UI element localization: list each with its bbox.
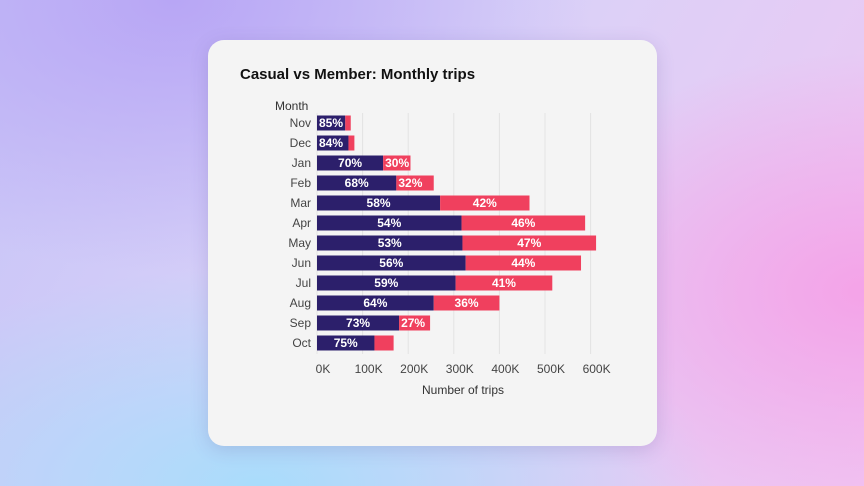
- x-tick-label: 200K: [400, 362, 428, 376]
- x-tick-label: 0K: [316, 362, 331, 376]
- bar-data-label: 70%: [338, 156, 362, 170]
- bar-data-label: 27%: [401, 316, 425, 330]
- bar-segment-member: [317, 335, 375, 351]
- bar-segment-casual: [462, 235, 597, 251]
- bar-data-label: 85%: [319, 116, 343, 130]
- bar-segment-casual: [383, 155, 411, 171]
- bar-segment-casual: [399, 315, 431, 331]
- bar-segment-casual: [396, 175, 434, 191]
- y-tick-label: Feb: [290, 176, 311, 190]
- y-tick-label: Mar: [290, 196, 311, 210]
- bar-segment-casual: [461, 215, 586, 231]
- y-tick-label: Dec: [290, 136, 311, 150]
- y-tick-label: Oct: [292, 336, 311, 350]
- x-tick-label: 100K: [355, 362, 383, 376]
- stacked-bar-chart: 0K 100K 200K 300K 400K 500K 600K Month Number of…: [275, 99, 611, 397]
- y-tick-label: Aug: [290, 296, 311, 310]
- bar-segment-member: [317, 135, 349, 151]
- y-tick-label: Sep: [290, 316, 312, 330]
- bar-segment-casual: [433, 295, 500, 311]
- bar-segment-member: [317, 115, 346, 131]
- bar-segment-member: [317, 175, 397, 191]
- bar-segment-member: [317, 215, 462, 231]
- x-tick-label: 600K: [583, 362, 611, 376]
- bar-data-label: 54%: [377, 216, 401, 230]
- bar-data-label: 73%: [346, 316, 370, 330]
- bar-data-label: 42%: [473, 196, 497, 210]
- bar-segment-member: [317, 275, 456, 291]
- x-axis-title: Number of trips: [422, 383, 504, 397]
- bar-data-label: 53%: [378, 236, 402, 250]
- bar-data-label: 64%: [363, 296, 387, 310]
- x-tick-label: 500K: [537, 362, 565, 376]
- bar-segment-casual: [440, 195, 530, 211]
- bar-data-label: 75%: [334, 336, 358, 350]
- bar-data-label: 46%: [511, 216, 535, 230]
- bar-segment-member: [317, 235, 463, 251]
- bar-segment-casual: [465, 255, 582, 271]
- y-tick-label: May: [288, 236, 311, 250]
- chart-title: Casual vs Member: Monthly trips: [240, 66, 476, 83]
- y-tick-label: Apr: [292, 216, 311, 230]
- bar-data-label: 32%: [398, 176, 422, 190]
- bar-data-label: 56%: [379, 256, 403, 270]
- bar-segment-member: [317, 295, 434, 311]
- bar-segment-member: [317, 255, 466, 271]
- bar-data-label: 30%: [385, 156, 409, 170]
- x-tick-label: 300K: [446, 362, 474, 376]
- bar-segment-casual: [345, 115, 351, 131]
- bar-data-label: 84%: [319, 136, 343, 150]
- y-tick-label: Jun: [292, 256, 311, 270]
- bar-segment-member: [317, 315, 400, 331]
- bar-segment-casual: [374, 335, 394, 351]
- y-tick-label: Jul: [296, 276, 311, 290]
- bar-segment-casual: [348, 135, 355, 151]
- bar-data-label: 68%: [345, 176, 369, 190]
- bar-data-label: 59%: [374, 276, 398, 290]
- bar-data-label: 41%: [492, 276, 516, 290]
- bar-data-label: 58%: [367, 196, 391, 210]
- x-tick-label: 400K: [491, 362, 519, 376]
- bar-segment-member: [317, 155, 384, 171]
- bar-data-label: 36%: [455, 296, 479, 310]
- y-tick-label: Jan: [292, 156, 311, 170]
- chart-card: Casual vs Member: Monthly trips 0K 100K 20…: [208, 40, 657, 446]
- bar-segment-member: [317, 195, 441, 211]
- bar-segment-casual: [455, 275, 553, 291]
- bar-data-label: 44%: [511, 256, 535, 270]
- y-axis-title: Month: [275, 99, 308, 113]
- bar-data-label: 47%: [517, 236, 541, 250]
- y-tick-label: Nov: [290, 116, 311, 130]
